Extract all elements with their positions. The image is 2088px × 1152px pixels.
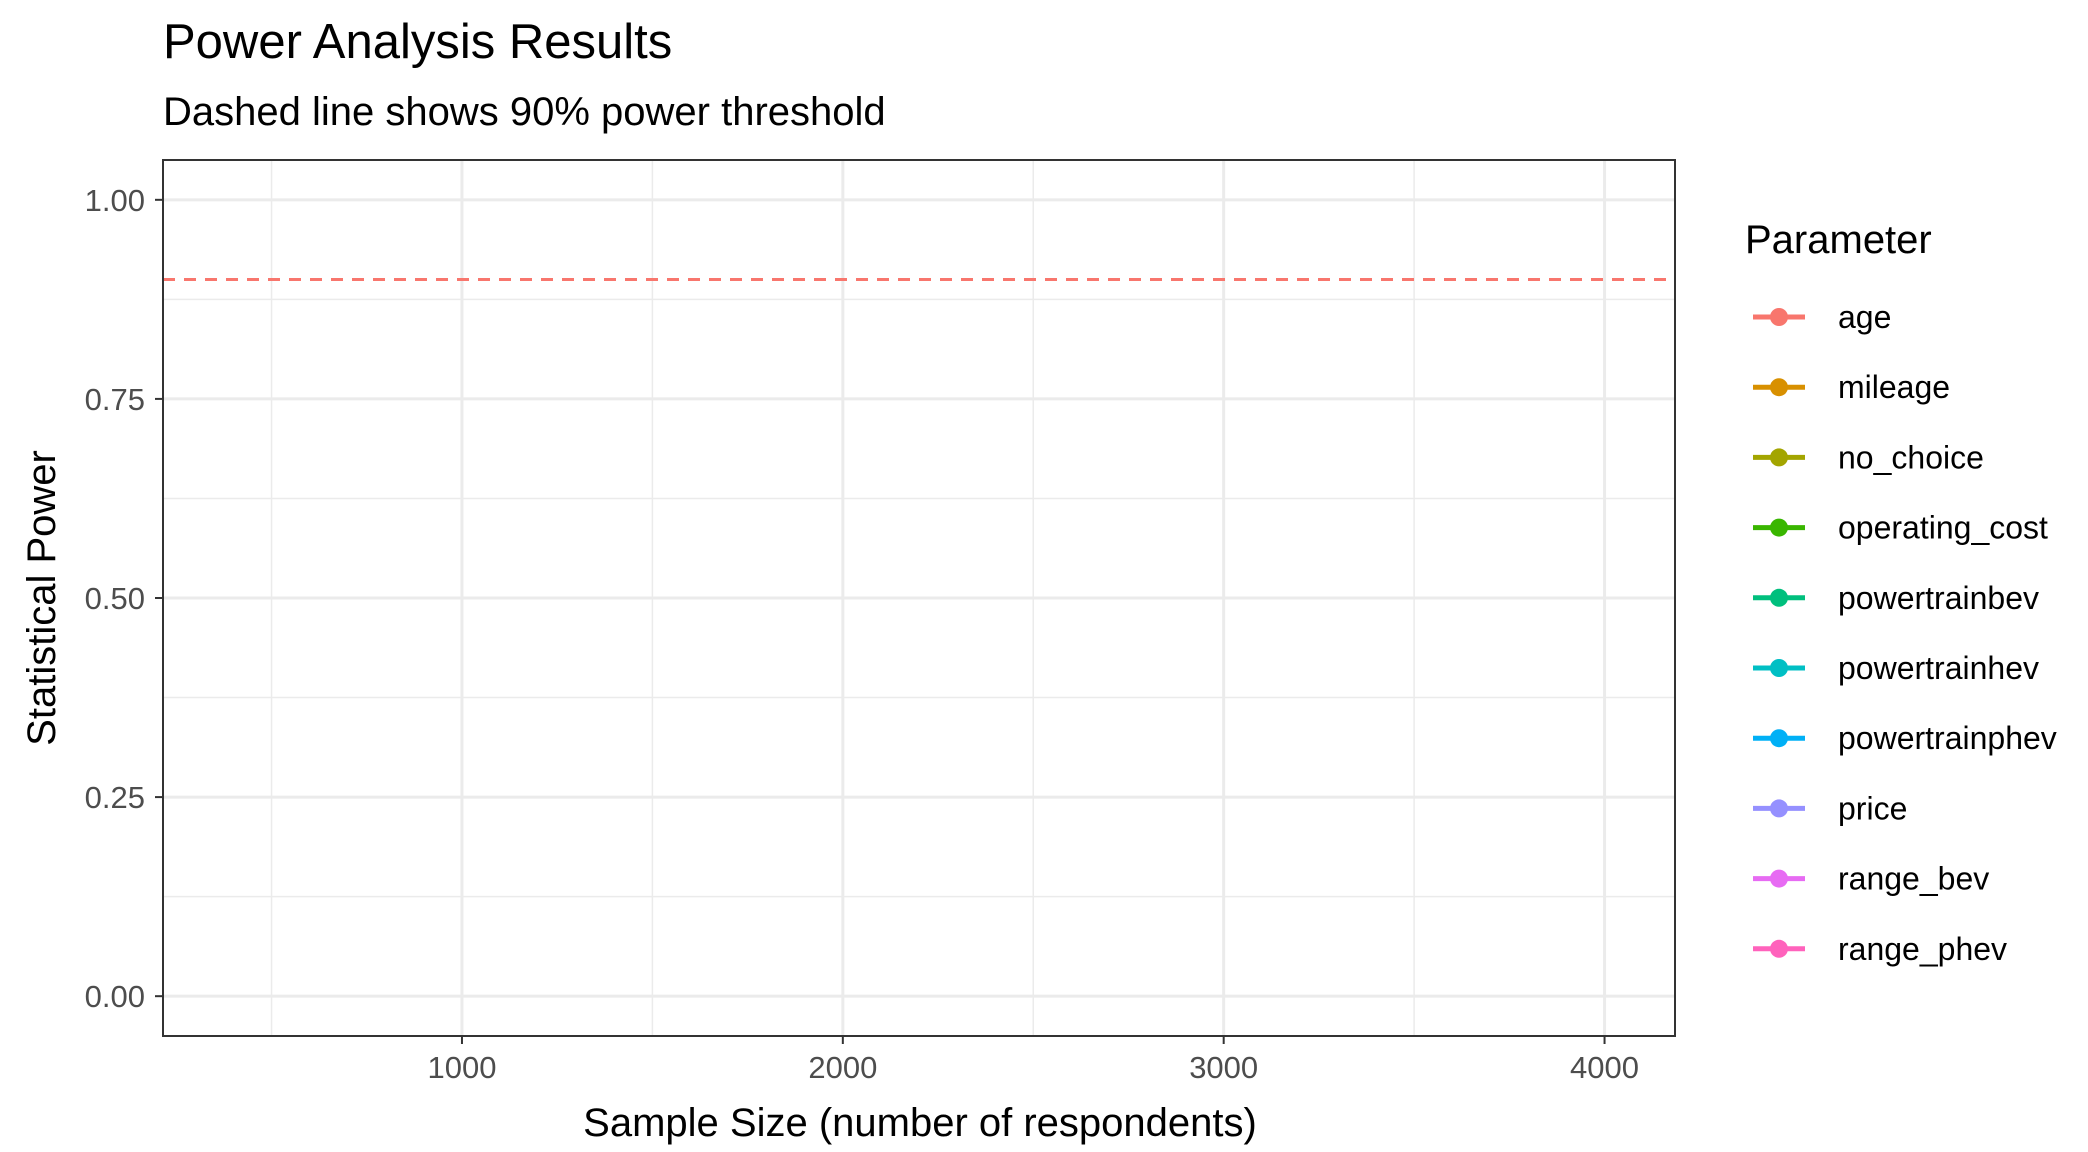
legend-key-point <box>1770 378 1788 397</box>
chart-subtitle: Dashed line shows 90% power threshold <box>163 90 886 134</box>
legend-key-point <box>1770 448 1788 467</box>
y-tick-label: 0.75 <box>85 382 145 417</box>
legend-entries: age mileage no_choice operating_costpowertr… <box>1753 299 2057 967</box>
legend-label: powertrainphev <box>1838 720 2057 756</box>
legend-key-point <box>1770 729 1788 748</box>
y-tick-label: 0.50 <box>85 581 145 616</box>
legend-label: price <box>1838 790 1907 826</box>
y-tick-label: 0.00 <box>85 979 145 1014</box>
legend-title: Parameter <box>1745 218 1932 262</box>
legend-key-point <box>1770 588 1788 607</box>
legend-label: powertrainhev <box>1838 650 2039 686</box>
legend-key-point <box>1770 799 1788 818</box>
legend-label: range_bev <box>1838 861 1989 897</box>
y-axis: 0.00 0.25 0.50 0.75 1.00 <box>85 183 163 1014</box>
x-tick-label: 2000 <box>808 1050 877 1085</box>
legend-key-point <box>1770 518 1788 537</box>
y-tick-label: 0.25 <box>85 780 145 815</box>
legend-label: mileage <box>1838 369 1950 405</box>
x-tick-label: 3000 <box>1189 1050 1258 1085</box>
legend-key-point <box>1770 308 1788 326</box>
legend-item: price <box>1753 790 1907 826</box>
legend-key-point <box>1770 659 1788 677</box>
y-axis-title: Statistical Power <box>20 450 64 746</box>
legend-key-point <box>1770 869 1788 888</box>
legend-item: range_bev <box>1753 861 1989 897</box>
legend-item: range_phev <box>1753 931 2007 967</box>
legend: Parameter age mileage no_choice operating_c… <box>1745 218 2057 967</box>
x-axis: 1000 2000 3000 4000 <box>427 1036 1639 1085</box>
legend-item: powertrainbev <box>1753 580 2039 616</box>
legend-item: operating_cost <box>1753 510 2048 546</box>
legend-item: powertrainhev <box>1753 650 2039 686</box>
legend-label: operating_cost <box>1838 510 2048 546</box>
legend-item: no_choice <box>1753 439 1984 475</box>
x-axis-title: Sample Size (number of respondents) <box>583 1101 1257 1145</box>
legend-key-point <box>1770 939 1788 958</box>
legend-label: age <box>1838 299 1891 335</box>
chart-title: Power Analysis Results <box>163 15 672 69</box>
legend-item: age <box>1753 299 1891 335</box>
y-tick-label: 1.00 <box>85 183 145 218</box>
x-tick-label: 1000 <box>427 1050 496 1085</box>
legend-item: mileage <box>1753 369 1950 405</box>
x-tick-label: 4000 <box>1570 1050 1639 1085</box>
legend-label: no_choice <box>1838 439 1984 475</box>
legend-item: powertrainphev <box>1753 720 2057 756</box>
legend-label: powertrainbev <box>1838 580 2039 616</box>
major-gridlines <box>163 160 1675 1036</box>
legend-label: range_phev <box>1838 931 2007 967</box>
